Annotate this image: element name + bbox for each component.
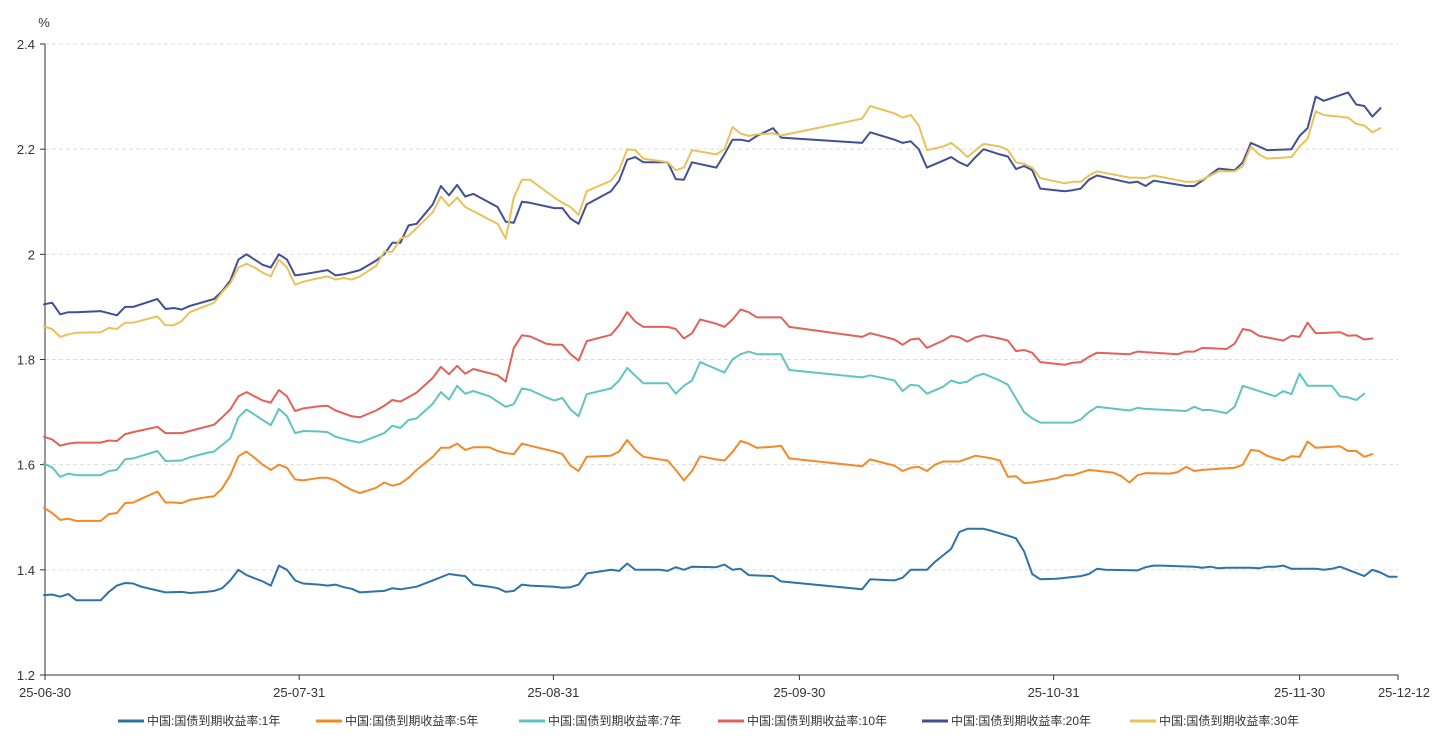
series-line-1[interactable] xyxy=(43,527,1398,602)
legend-item[interactable]: 中国:国债到期收益率:20年 xyxy=(922,713,1091,728)
grid-lines xyxy=(45,43,1398,571)
legend-label: 中国:国债到期收益率:10年 xyxy=(747,713,887,728)
legend-label: 中国:国债到期收益率:30年 xyxy=(1159,713,1299,728)
x-tick-label: 25-06-30 xyxy=(19,685,71,700)
y-axis-unit: % xyxy=(38,15,50,30)
legend-item[interactable]: 中国:国债到期收益率:1年 xyxy=(118,713,280,728)
x-tick-label: 25-11-30 xyxy=(1274,685,1325,700)
y-tick-label: 1.4 xyxy=(17,563,35,578)
legend-label: 中国:国债到期收益率:20年 xyxy=(951,713,1091,728)
y-tick-label: 1.6 xyxy=(17,458,35,473)
legend-item[interactable]: 中国:国债到期收益率:7年 xyxy=(519,713,681,728)
series-lines xyxy=(43,91,1398,602)
x-tick-label: 25-12-12 xyxy=(1378,685,1430,700)
legend-label: 中国:国债到期收益率:1年 xyxy=(147,713,280,728)
y-tick-label: 2 xyxy=(28,247,35,262)
series-line-2[interactable] xyxy=(43,439,1374,522)
series-line-4[interactable] xyxy=(43,308,1374,447)
series-line-6[interactable] xyxy=(43,105,1382,338)
axes: 1.2 1.4 1.6 1.8 2 2.2 2.4% 25-06-30 25-07-31 25-0… xyxy=(17,15,1430,700)
series-line-3[interactable] xyxy=(43,350,1366,478)
y-tick-label: 1.8 xyxy=(17,353,35,368)
y-tick-label: 2.4 xyxy=(17,37,35,52)
x-tick-label: 25-09-30 xyxy=(773,685,825,700)
y-tick-label: 2.2 xyxy=(17,142,35,157)
y-tick-label: 1.2 xyxy=(17,668,35,683)
legend-label: 中国:国债到期收益率:5年 xyxy=(345,713,478,728)
legend[interactable]: 中国:国债到期收益率:1年 中国:国债到期收益率:5年 中国:国债到期收益率:7年 中… xyxy=(118,713,1299,728)
legend-item[interactable]: 中国:国债到期收益率:10年 xyxy=(718,713,887,728)
legend-item[interactable]: 中国:国债到期收益率:5年 xyxy=(316,713,478,728)
legend-item[interactable]: 中国:国债到期收益率:30年 xyxy=(1130,713,1299,728)
x-tick-label: 25-08-31 xyxy=(527,685,579,700)
legend-label: 中国:国债到期收益率:7年 xyxy=(548,713,681,728)
series-line-5[interactable] xyxy=(43,91,1382,317)
x-tick-label: 25-07-31 xyxy=(273,685,325,700)
x-tick-label: 25-10-31 xyxy=(1028,685,1080,700)
